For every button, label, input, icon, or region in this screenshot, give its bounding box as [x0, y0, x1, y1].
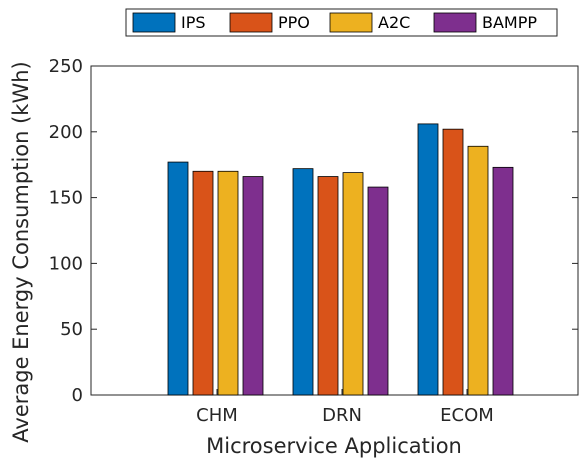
legend-label-bampp: BAMPP — [482, 13, 537, 32]
bar-ppo-drn — [318, 177, 338, 395]
bar-bampp-ecom — [493, 167, 513, 395]
bar-bampp-chm — [243, 177, 263, 395]
legend: IPS PPO A2C BAMPP — [126, 9, 557, 36]
bar-ips-drn — [293, 169, 313, 395]
legend-label-ppo: PPO — [278, 13, 310, 32]
y-tick-label: 150 — [49, 188, 83, 209]
y-tick-label: 100 — [49, 253, 83, 274]
legend-swatch-a2c — [330, 13, 372, 32]
y-axis-label: Average Energy Consumption (kWh) — [9, 61, 33, 443]
y-tick-label: 200 — [49, 122, 83, 143]
legend-swatch-ips — [133, 13, 175, 32]
legend-label-a2c: A2C — [378, 13, 410, 32]
x-axis-label: Microservice Application — [206, 434, 462, 458]
y-tick-label: 250 — [49, 56, 83, 77]
y-tick-label: 0 — [72, 385, 83, 406]
bar-ips-ecom — [418, 124, 438, 395]
x-tick-label-ecom: ECOM — [440, 405, 494, 426]
bar-ppo-ecom — [443, 129, 463, 395]
bar-ppo-chm — [193, 171, 213, 395]
bar-a2c-ecom — [468, 146, 488, 395]
legend-swatch-bampp — [434, 13, 476, 32]
bar-ips-chm — [168, 162, 188, 395]
x-tick-label-chm: CHM — [196, 405, 238, 426]
y-tick-label: 50 — [60, 319, 83, 340]
bar-bampp-drn — [368, 187, 388, 395]
bar-a2c-chm — [218, 171, 238, 395]
legend-swatch-ppo — [230, 13, 272, 32]
legend-label-ips: IPS — [181, 13, 206, 32]
bar-a2c-drn — [343, 173, 363, 395]
x-tick-label-drn: DRN — [322, 405, 362, 426]
